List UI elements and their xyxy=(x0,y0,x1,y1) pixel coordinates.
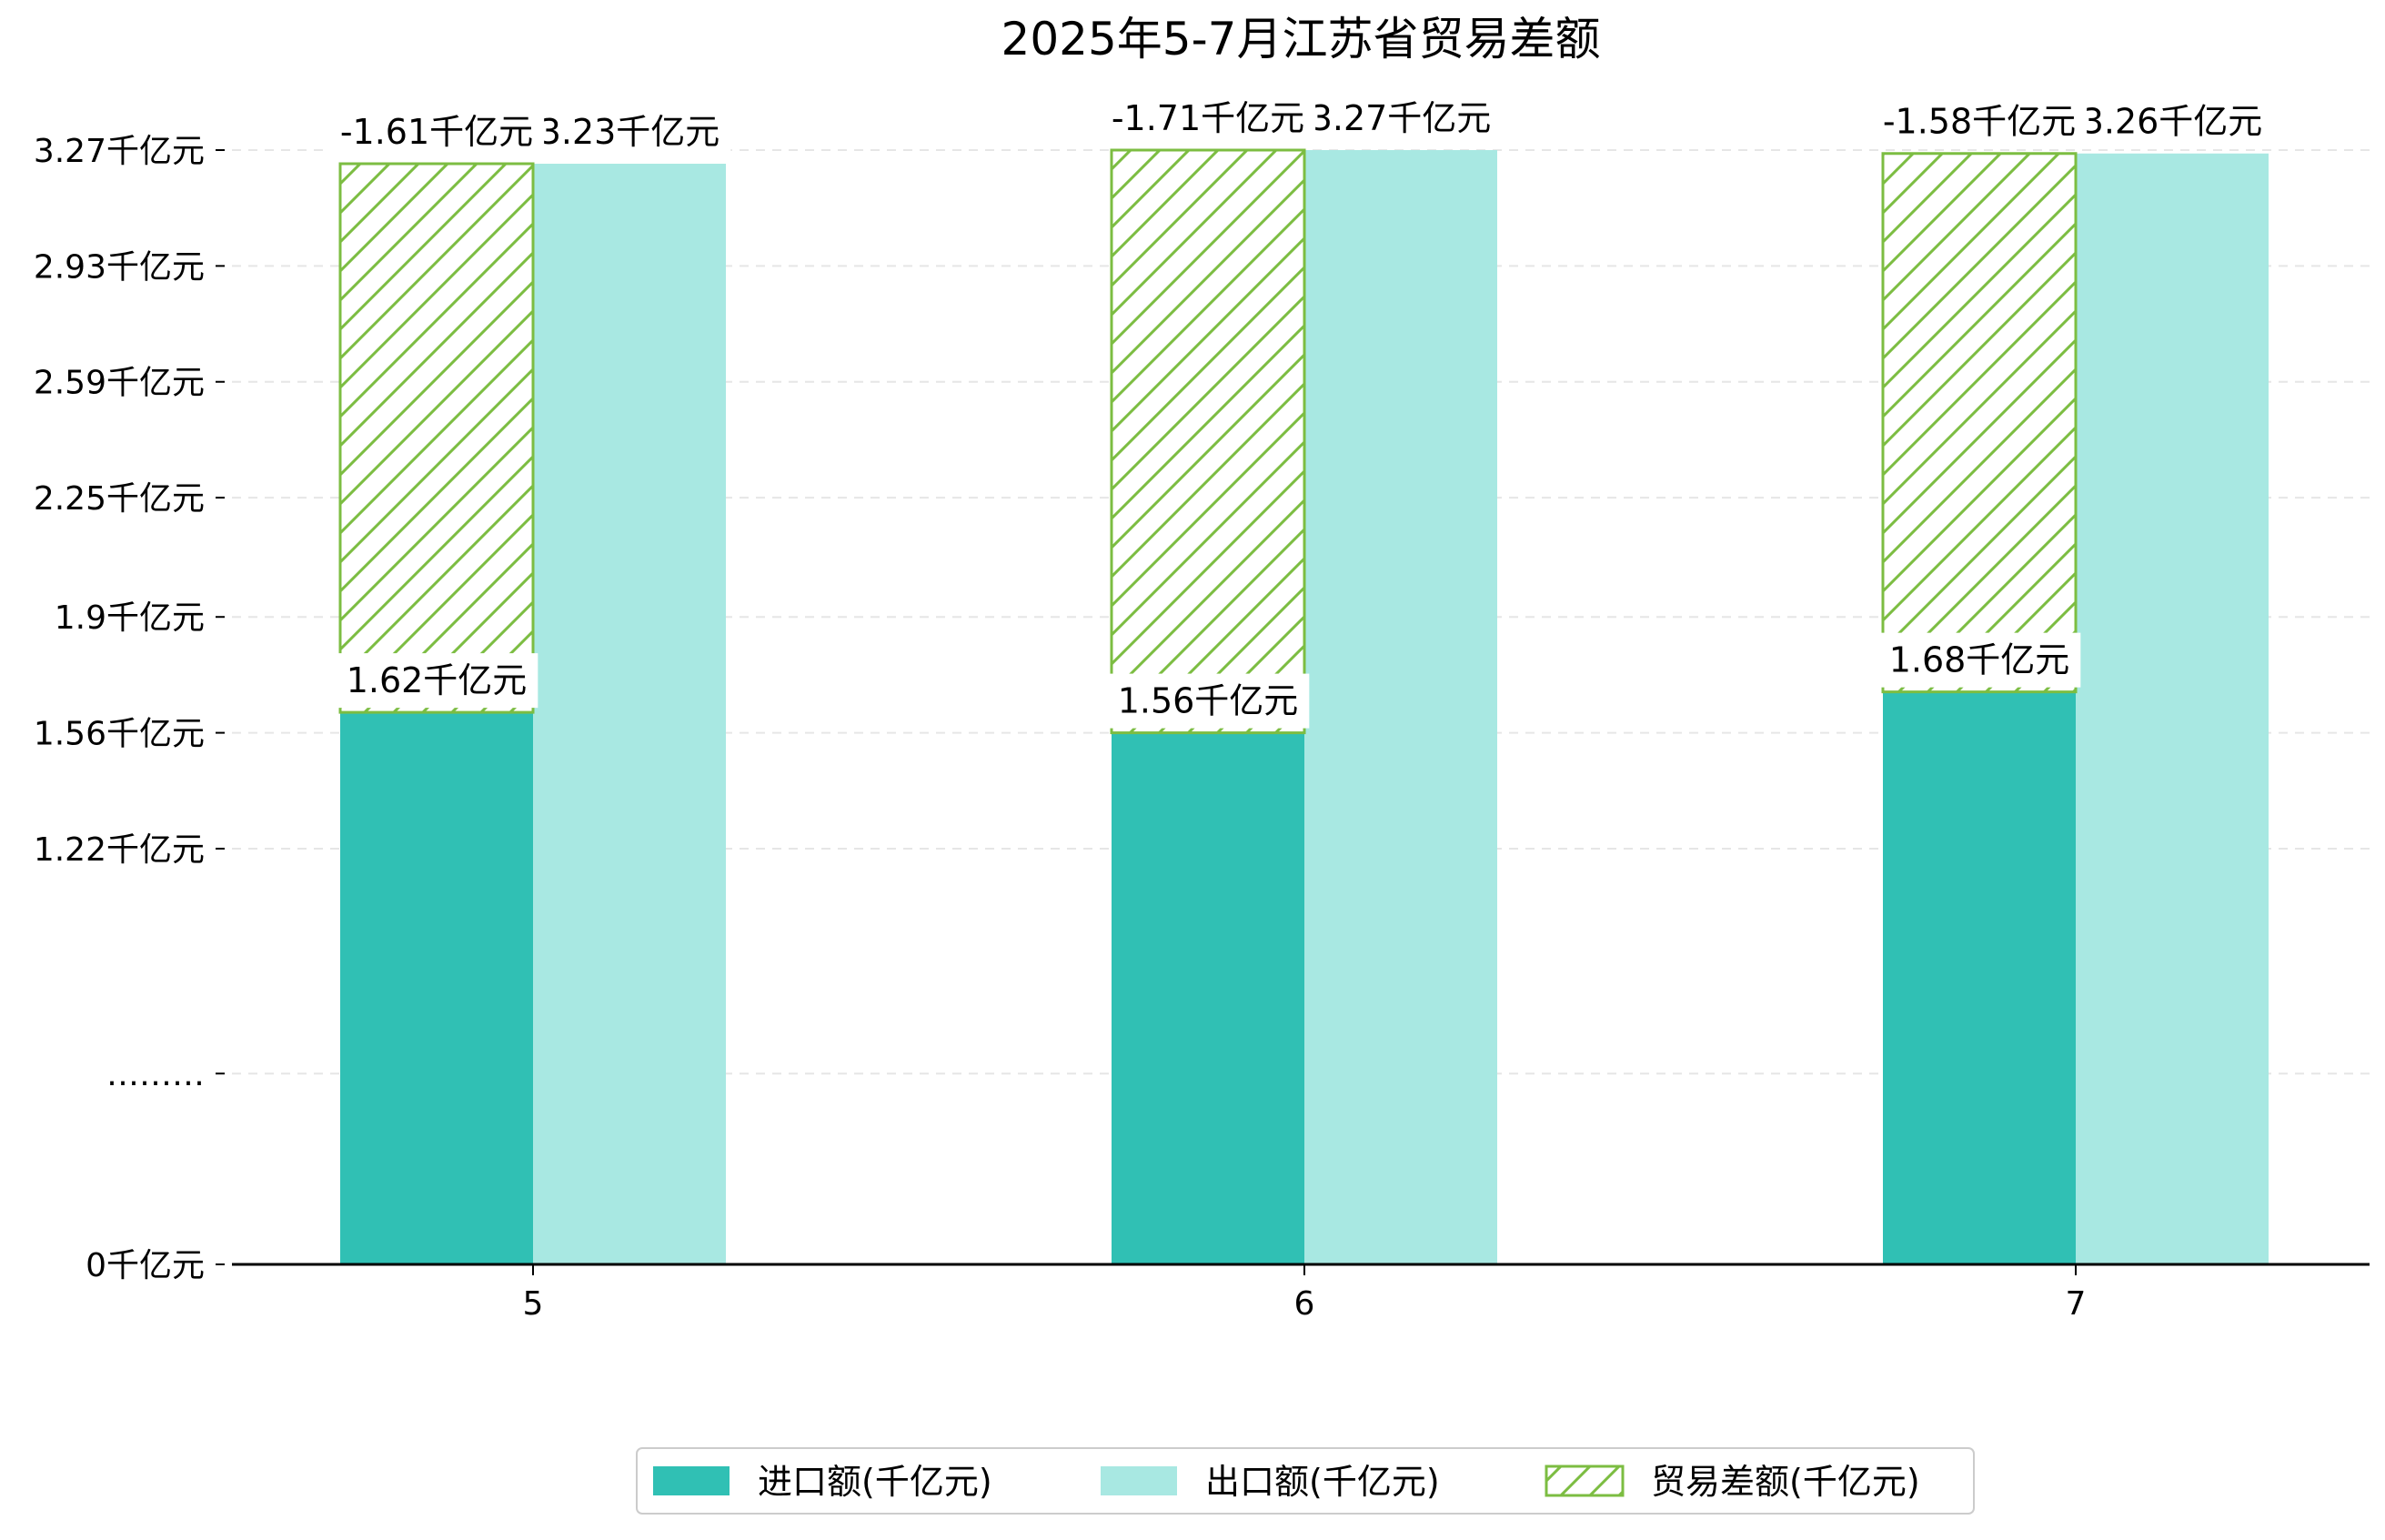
balance-label: -1.71千亿元 xyxy=(1100,91,1316,146)
export-label-text: 3.27千亿元 xyxy=(1311,98,1492,138)
balance-label-bg xyxy=(1100,91,1316,146)
y-tick-label: 1.22千亿元 xyxy=(34,831,205,869)
bar-import xyxy=(340,712,533,1264)
bar-export xyxy=(2076,153,2269,1264)
export-label-text: 3.23千亿元 xyxy=(539,112,720,152)
export-label-text: 3.26千亿元 xyxy=(2082,102,2263,142)
export-label-bg xyxy=(2070,94,2274,149)
y-tick-label: 3.27千亿元 xyxy=(34,133,205,170)
import-label-bg xyxy=(1877,632,2081,688)
legend-swatch xyxy=(1545,1465,1625,1497)
import-label-text: 1.68千亿元 xyxy=(1889,640,2070,680)
chart-title: 2025年5-7月江苏省贸易差额 xyxy=(1001,13,1601,65)
bar-trade-balance xyxy=(1881,152,2078,694)
legend-label: 贸易差额(千亿元) xyxy=(1651,1462,1920,1502)
data-labels: 3.23千亿元-1.61千亿元 1.62千亿元 3.27千亿元-1.71千亿元 1.5… xyxy=(328,91,2274,729)
legend-item: 贸易差额(千亿元) xyxy=(1545,1462,1920,1502)
y-tick-label: ……… xyxy=(106,1056,205,1093)
x-tick-label: 5 xyxy=(523,1285,544,1323)
balance-label-text: -1.71千亿元 xyxy=(1112,98,1304,138)
import-label-text: 1.62千亿元 xyxy=(347,660,528,700)
y-axis: 0千亿元 ……… 1.22千亿元 1.56千亿元 1.9千亿元 2.25千亿元 2.59千亿… xyxy=(34,133,225,1284)
export-label: 3.23千亿元 xyxy=(528,104,731,159)
bar-trade-balance xyxy=(338,162,535,714)
y-tick-label: 1.56千亿元 xyxy=(34,716,205,753)
balance-label-text: -1.61千亿元 xyxy=(340,112,533,152)
bar-trade-balance xyxy=(1110,148,1306,735)
balance-label: -1.61千亿元 xyxy=(328,104,545,159)
import-label-bg xyxy=(1106,673,1310,729)
export-label-bg xyxy=(528,104,731,159)
legend-label: 进口额(千亿元) xyxy=(758,1462,992,1502)
import-label-text: 1.56千亿元 xyxy=(1118,681,1299,721)
legend-swatch xyxy=(653,1466,730,1495)
export-label: 3.26千亿元 xyxy=(2070,94,2274,149)
bar-import xyxy=(1883,691,2076,1264)
y-tick-label: 1.9千亿元 xyxy=(55,599,205,637)
y-tick-label: 2.25千亿元 xyxy=(34,480,205,518)
y-tick-label: 2.59千亿元 xyxy=(34,365,205,402)
balance-label: -1.58千亿元 xyxy=(1871,94,2088,149)
x-axis: 5 6 7 xyxy=(232,1263,2370,1323)
legend: 进口额(千亿元) 出口额(千亿元) 贸易差额(千亿元) xyxy=(636,1447,1975,1515)
x-tick-label: 6 xyxy=(1294,1285,1315,1323)
legend-swatch xyxy=(1101,1466,1177,1495)
balance-label-bg xyxy=(1871,94,2088,149)
legend-box xyxy=(636,1447,1975,1515)
legend-label: 出口额(千亿元) xyxy=(1205,1462,1440,1502)
legend-item: 出口额(千亿元) xyxy=(1101,1462,1440,1502)
import-label: 1.62千亿元 xyxy=(335,653,538,709)
export-label-bg xyxy=(1299,91,1503,146)
export-label: 3.27千亿元 xyxy=(1299,91,1503,146)
bar-export xyxy=(1304,150,1497,1264)
y-tick-label: 2.93千亿元 xyxy=(34,248,205,286)
legend-item: 进口额(千亿元) xyxy=(653,1462,992,1502)
bar-import xyxy=(1112,732,1304,1264)
bars xyxy=(338,148,2269,1264)
import-label: 1.56千亿元 xyxy=(1106,673,1310,729)
balance-label-text: -1.58千亿元 xyxy=(1883,102,2076,142)
import-label: 1.68千亿元 xyxy=(1877,632,2081,688)
bar-export xyxy=(533,163,726,1264)
y-tick-label: 0千亿元 xyxy=(86,1247,205,1284)
balance-label-bg xyxy=(328,104,545,159)
import-label-bg xyxy=(335,653,538,709)
x-tick-label: 7 xyxy=(2066,1285,2087,1323)
